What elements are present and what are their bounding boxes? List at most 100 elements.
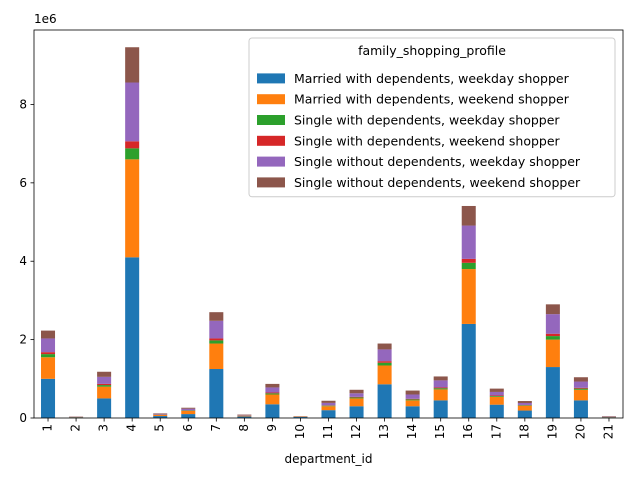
x-tick-label: 10 — [293, 424, 307, 439]
bar-segment — [349, 397, 364, 399]
bar-segment — [489, 391, 504, 396]
x-tick-label: 3 — [97, 424, 111, 432]
bar-segment — [377, 349, 392, 362]
bar-segment — [405, 406, 420, 418]
legend-swatch — [257, 135, 285, 146]
bar-segment — [153, 414, 168, 417]
bar-segment — [41, 378, 56, 418]
x-tick-label: 9 — [265, 424, 279, 432]
bar-segment — [405, 398, 420, 400]
x-tick-label: 17 — [489, 424, 503, 439]
bar-segment — [461, 269, 476, 324]
bar-segment — [97, 376, 112, 384]
bar-segment — [461, 323, 476, 418]
bar-segment — [237, 414, 252, 416]
bar-segment — [265, 392, 280, 394]
bar-segment — [321, 402, 336, 406]
bar-segment — [377, 343, 392, 350]
legend-label: Single with dependents, weekend shopper — [294, 133, 561, 148]
y-tick-label: 2 — [19, 333, 27, 347]
bar-segment — [209, 338, 224, 341]
x-tick-label: 6 — [181, 424, 195, 432]
bar-segment — [433, 400, 448, 418]
bar-segment — [433, 380, 448, 388]
bar-segment — [517, 401, 532, 403]
bar-segment — [181, 407, 196, 409]
bar-segment — [573, 388, 588, 390]
bar-segment — [265, 387, 280, 393]
bar-segment — [377, 384, 392, 418]
bar-segment — [573, 389, 588, 401]
bar-segment — [405, 390, 420, 395]
bar-segment — [321, 405, 336, 407]
x-tick-label: 18 — [517, 424, 531, 439]
legend-label: Married with dependents, weekday shopper — [294, 71, 570, 86]
bar-segment — [573, 387, 588, 389]
bar-segment — [517, 405, 532, 406]
bar-segment — [237, 415, 252, 417]
bar-segment — [125, 82, 140, 142]
bar-segment — [153, 413, 168, 415]
x-tick-label: 12 — [349, 424, 363, 439]
x-tick-label: 1 — [41, 424, 55, 432]
legend-swatch — [257, 94, 285, 105]
y-axis-offset-text: 1e6 — [34, 12, 57, 26]
bar-segment — [41, 338, 56, 353]
bar-segment — [573, 381, 588, 388]
legend-label: Single with dependents, weekday shopper — [294, 113, 560, 128]
legend-swatch — [257, 73, 285, 84]
bar-segment — [265, 393, 280, 395]
bar-segment — [97, 385, 112, 387]
legend-label: Single without dependents, weekday shopp… — [294, 154, 581, 169]
x-tick-label: 11 — [321, 424, 335, 439]
x-tick-label: 8 — [237, 424, 251, 432]
bar-segment — [517, 410, 532, 418]
bar-segment — [545, 314, 560, 334]
bar-segment — [573, 400, 588, 418]
y-tick-label: 4 — [19, 254, 27, 268]
bar-segment — [545, 339, 560, 368]
legend-title: family_shopping_profile — [358, 43, 506, 58]
x-tick-label: 14 — [405, 424, 419, 439]
legend-swatch — [257, 177, 285, 188]
bar-segment — [41, 330, 56, 339]
bar-segment — [209, 369, 224, 418]
bar-segment — [433, 376, 448, 381]
bar-segment — [349, 396, 364, 398]
legend-label: Married with dependents, weekend shopper — [294, 92, 570, 107]
legend-entries: Married with dependents, weekday shopper… — [257, 71, 581, 190]
bar-segment — [265, 394, 280, 405]
legend-swatch — [257, 156, 285, 167]
bar-segment — [461, 205, 476, 226]
bar-segment — [377, 362, 392, 366]
bar-segment — [181, 414, 196, 418]
bar-segment — [517, 405, 532, 411]
bar-segment — [433, 389, 448, 401]
bar-segment — [97, 383, 112, 386]
bar-segment — [181, 408, 196, 411]
bar-segment — [125, 47, 140, 83]
x-axis-label: department_id — [285, 452, 373, 466]
bar-segment — [349, 398, 364, 407]
bar-segment — [489, 396, 504, 405]
x-tick-label: 21 — [601, 424, 615, 439]
x-tick-label: 5 — [153, 424, 167, 432]
legend-label: Single without dependents, weekend shopp… — [294, 175, 581, 190]
bar-segment — [265, 383, 280, 388]
bar-segment — [377, 361, 392, 363]
x-tick-label: 20 — [573, 424, 587, 439]
bar-segment — [545, 304, 560, 315]
bar-segment — [265, 404, 280, 418]
bar-segment — [181, 410, 196, 415]
bar-segment — [125, 141, 140, 149]
bar-segment — [377, 365, 392, 385]
bar-segment — [97, 398, 112, 418]
bar-segment — [489, 388, 504, 392]
bar-segment — [209, 343, 224, 370]
legend: family_shopping_profile Married with dep… — [248, 37, 616, 198]
x-tick-label: 2 — [69, 424, 83, 432]
legend-swatch — [257, 115, 285, 125]
bar-segment — [433, 387, 448, 389]
bar-segment — [321, 400, 336, 403]
bar-segment — [41, 354, 56, 358]
